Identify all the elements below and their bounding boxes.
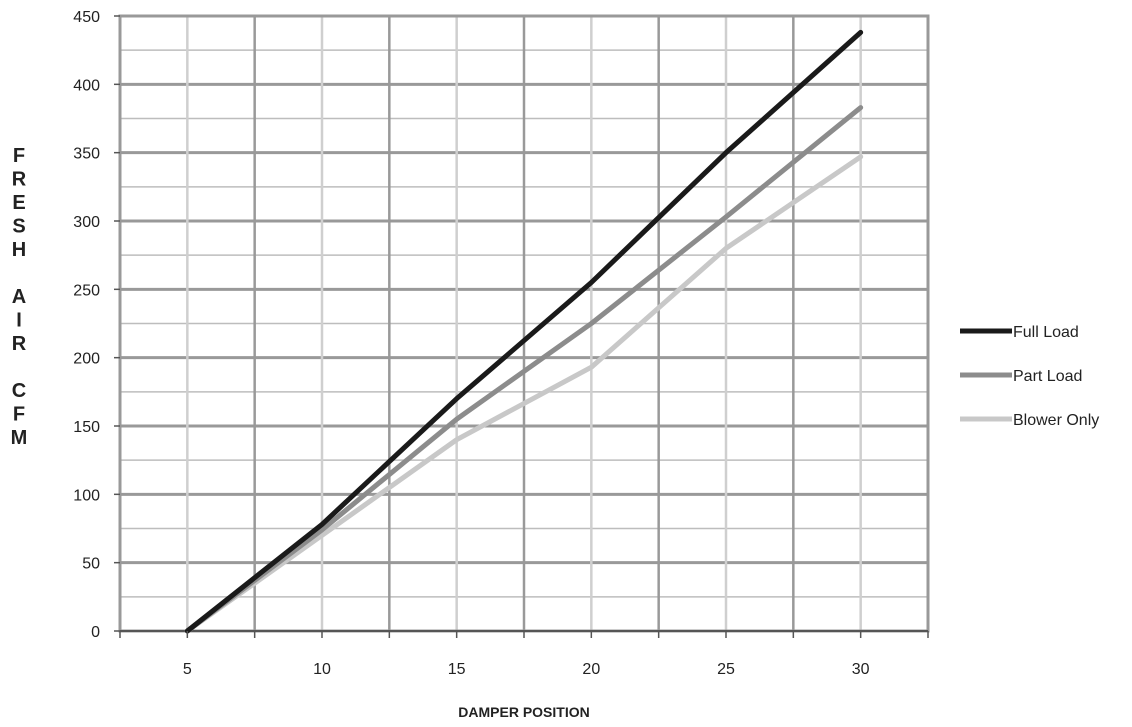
x-tick-label: 25 xyxy=(717,661,735,678)
series-line-part-load xyxy=(184,105,864,634)
y-tick-label: 450 xyxy=(73,9,100,26)
legend: Full Load Part Load Blower Only xyxy=(960,324,1099,429)
y-axis-title-letter: F xyxy=(13,145,25,167)
y-tick-label: 200 xyxy=(73,351,100,368)
x-tick-label: 30 xyxy=(852,661,870,678)
x-axis-title: DAMPER POSITION xyxy=(458,704,589,720)
legend-label-part-load: Part Load xyxy=(1013,368,1082,385)
series-line-full-load xyxy=(184,29,864,634)
grid xyxy=(118,14,930,633)
y-axis-title-letter: R xyxy=(12,333,27,355)
y-axis-title-letter: M xyxy=(11,427,28,449)
y-axis-ticks: 0 50 100 150 200 250 300 350 400 450 xyxy=(73,9,120,641)
series-lines xyxy=(184,29,864,634)
y-tick-label: 100 xyxy=(73,487,100,504)
y-axis-title-letter: I xyxy=(16,310,22,332)
x-tick-label: 5 xyxy=(183,661,192,678)
y-tick-label: 300 xyxy=(73,214,100,231)
y-tick-label: 400 xyxy=(73,77,100,94)
legend-label-blower-only: Blower Only xyxy=(1013,412,1099,429)
legend-label-full-load: Full Load xyxy=(1013,324,1079,341)
y-axis-title-letter: A xyxy=(12,286,26,308)
y-tick-label: 0 xyxy=(91,624,100,641)
x-axis-ticks: 5 10 15 20 25 30 xyxy=(119,631,929,678)
y-axis-title-letter: C xyxy=(12,380,26,402)
y-tick-label: 250 xyxy=(73,282,100,299)
y-axis-title-letter: F xyxy=(13,404,25,426)
y-axis-title-letter: S xyxy=(12,216,25,238)
y-axis-title-letter: E xyxy=(12,192,25,214)
x-tick-label: 10 xyxy=(313,661,331,678)
y-tick-label: 150 xyxy=(73,419,100,436)
series-line-blower-only xyxy=(184,154,864,634)
y-tick-label: 50 xyxy=(82,556,100,573)
y-axis-title-letter: R xyxy=(12,169,27,191)
y-tick-label: 350 xyxy=(73,146,100,163)
x-tick-label: 20 xyxy=(582,661,600,678)
x-tick-label: 15 xyxy=(448,661,466,678)
y-axis-title-letter: H xyxy=(12,239,26,261)
